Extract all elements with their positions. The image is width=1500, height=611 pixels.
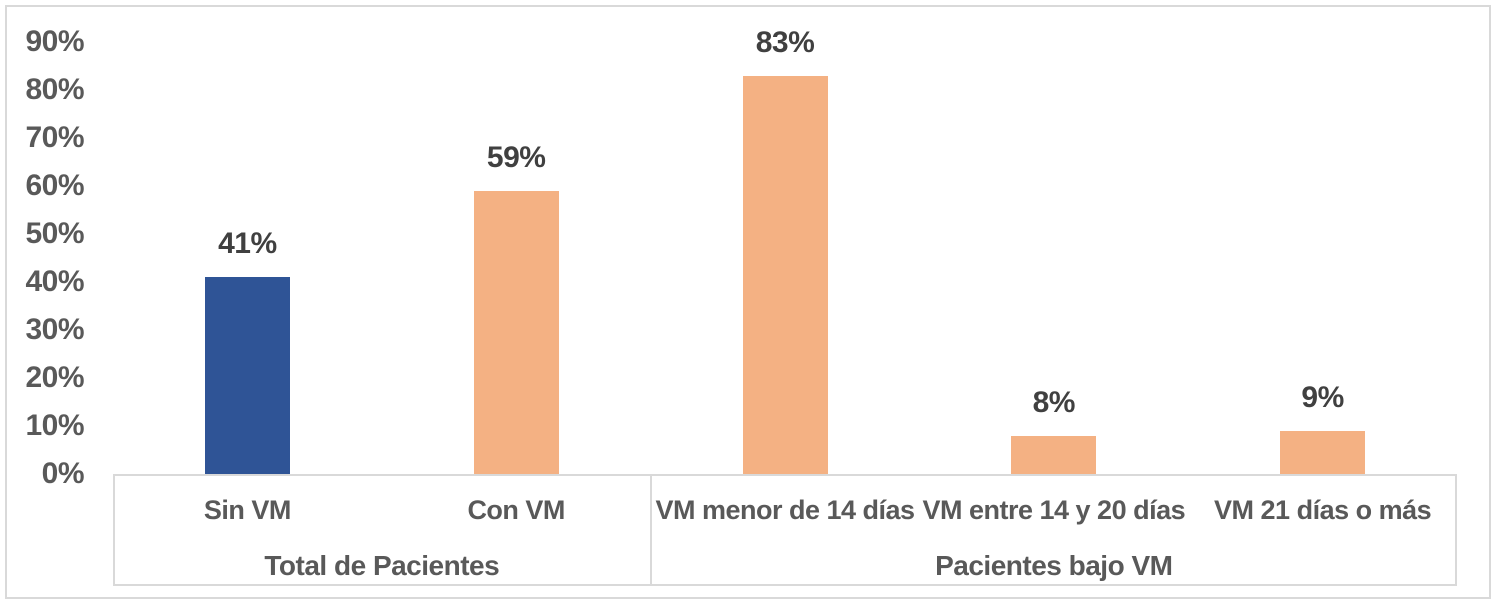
category-label: VM 21 días o más bbox=[1214, 495, 1432, 525]
bar-vm-entre-14-y-20-d-as bbox=[1011, 435, 1097, 474]
y-axis-tick-label: 50% bbox=[25, 217, 84, 250]
category-label: Con VM bbox=[467, 495, 565, 525]
y-axis-tick-label: 0% bbox=[41, 457, 85, 490]
category-axis-box bbox=[113, 474, 1457, 586]
bar-data-label: 9% bbox=[1301, 380, 1344, 414]
category-label: Sin VM bbox=[203, 495, 292, 525]
y-axis-tick-label: 70% bbox=[25, 121, 84, 154]
y-axis-tick-label: 20% bbox=[25, 361, 84, 394]
bar-data-label: 41% bbox=[218, 227, 277, 261]
y-axis-tick-label: 10% bbox=[25, 409, 84, 442]
y-axis-tick-label: 40% bbox=[25, 265, 84, 298]
bar-data-label: 59% bbox=[486, 140, 546, 174]
bar-vm-21-d-as-o-m-s bbox=[1280, 430, 1366, 474]
bar-vm-menor-de-14-d-as bbox=[742, 75, 828, 474]
y-axis-tick-label: 80% bbox=[25, 73, 84, 106]
group-label: Pacientes bajo VM bbox=[935, 550, 1173, 581]
bar-data-label: 83% bbox=[755, 25, 815, 59]
bar-sin-vm bbox=[204, 277, 290, 474]
category-label: VM entre 14 y 20 días bbox=[922, 495, 1186, 525]
category-label: VM menor de 14 días bbox=[655, 495, 915, 525]
y-axis-tick-label: 90% bbox=[25, 25, 84, 58]
chart-outer-border bbox=[5, 5, 1491, 599]
y-axis-tick-label: 60% bbox=[25, 169, 84, 202]
bar-con-vm bbox=[473, 190, 559, 474]
y-axis-tick-label: 30% bbox=[25, 313, 84, 346]
group-divider-line bbox=[649, 474, 652, 586]
bar-data-label: 8% bbox=[1032, 385, 1076, 419]
group-label: Total de Pacientes bbox=[264, 550, 500, 581]
